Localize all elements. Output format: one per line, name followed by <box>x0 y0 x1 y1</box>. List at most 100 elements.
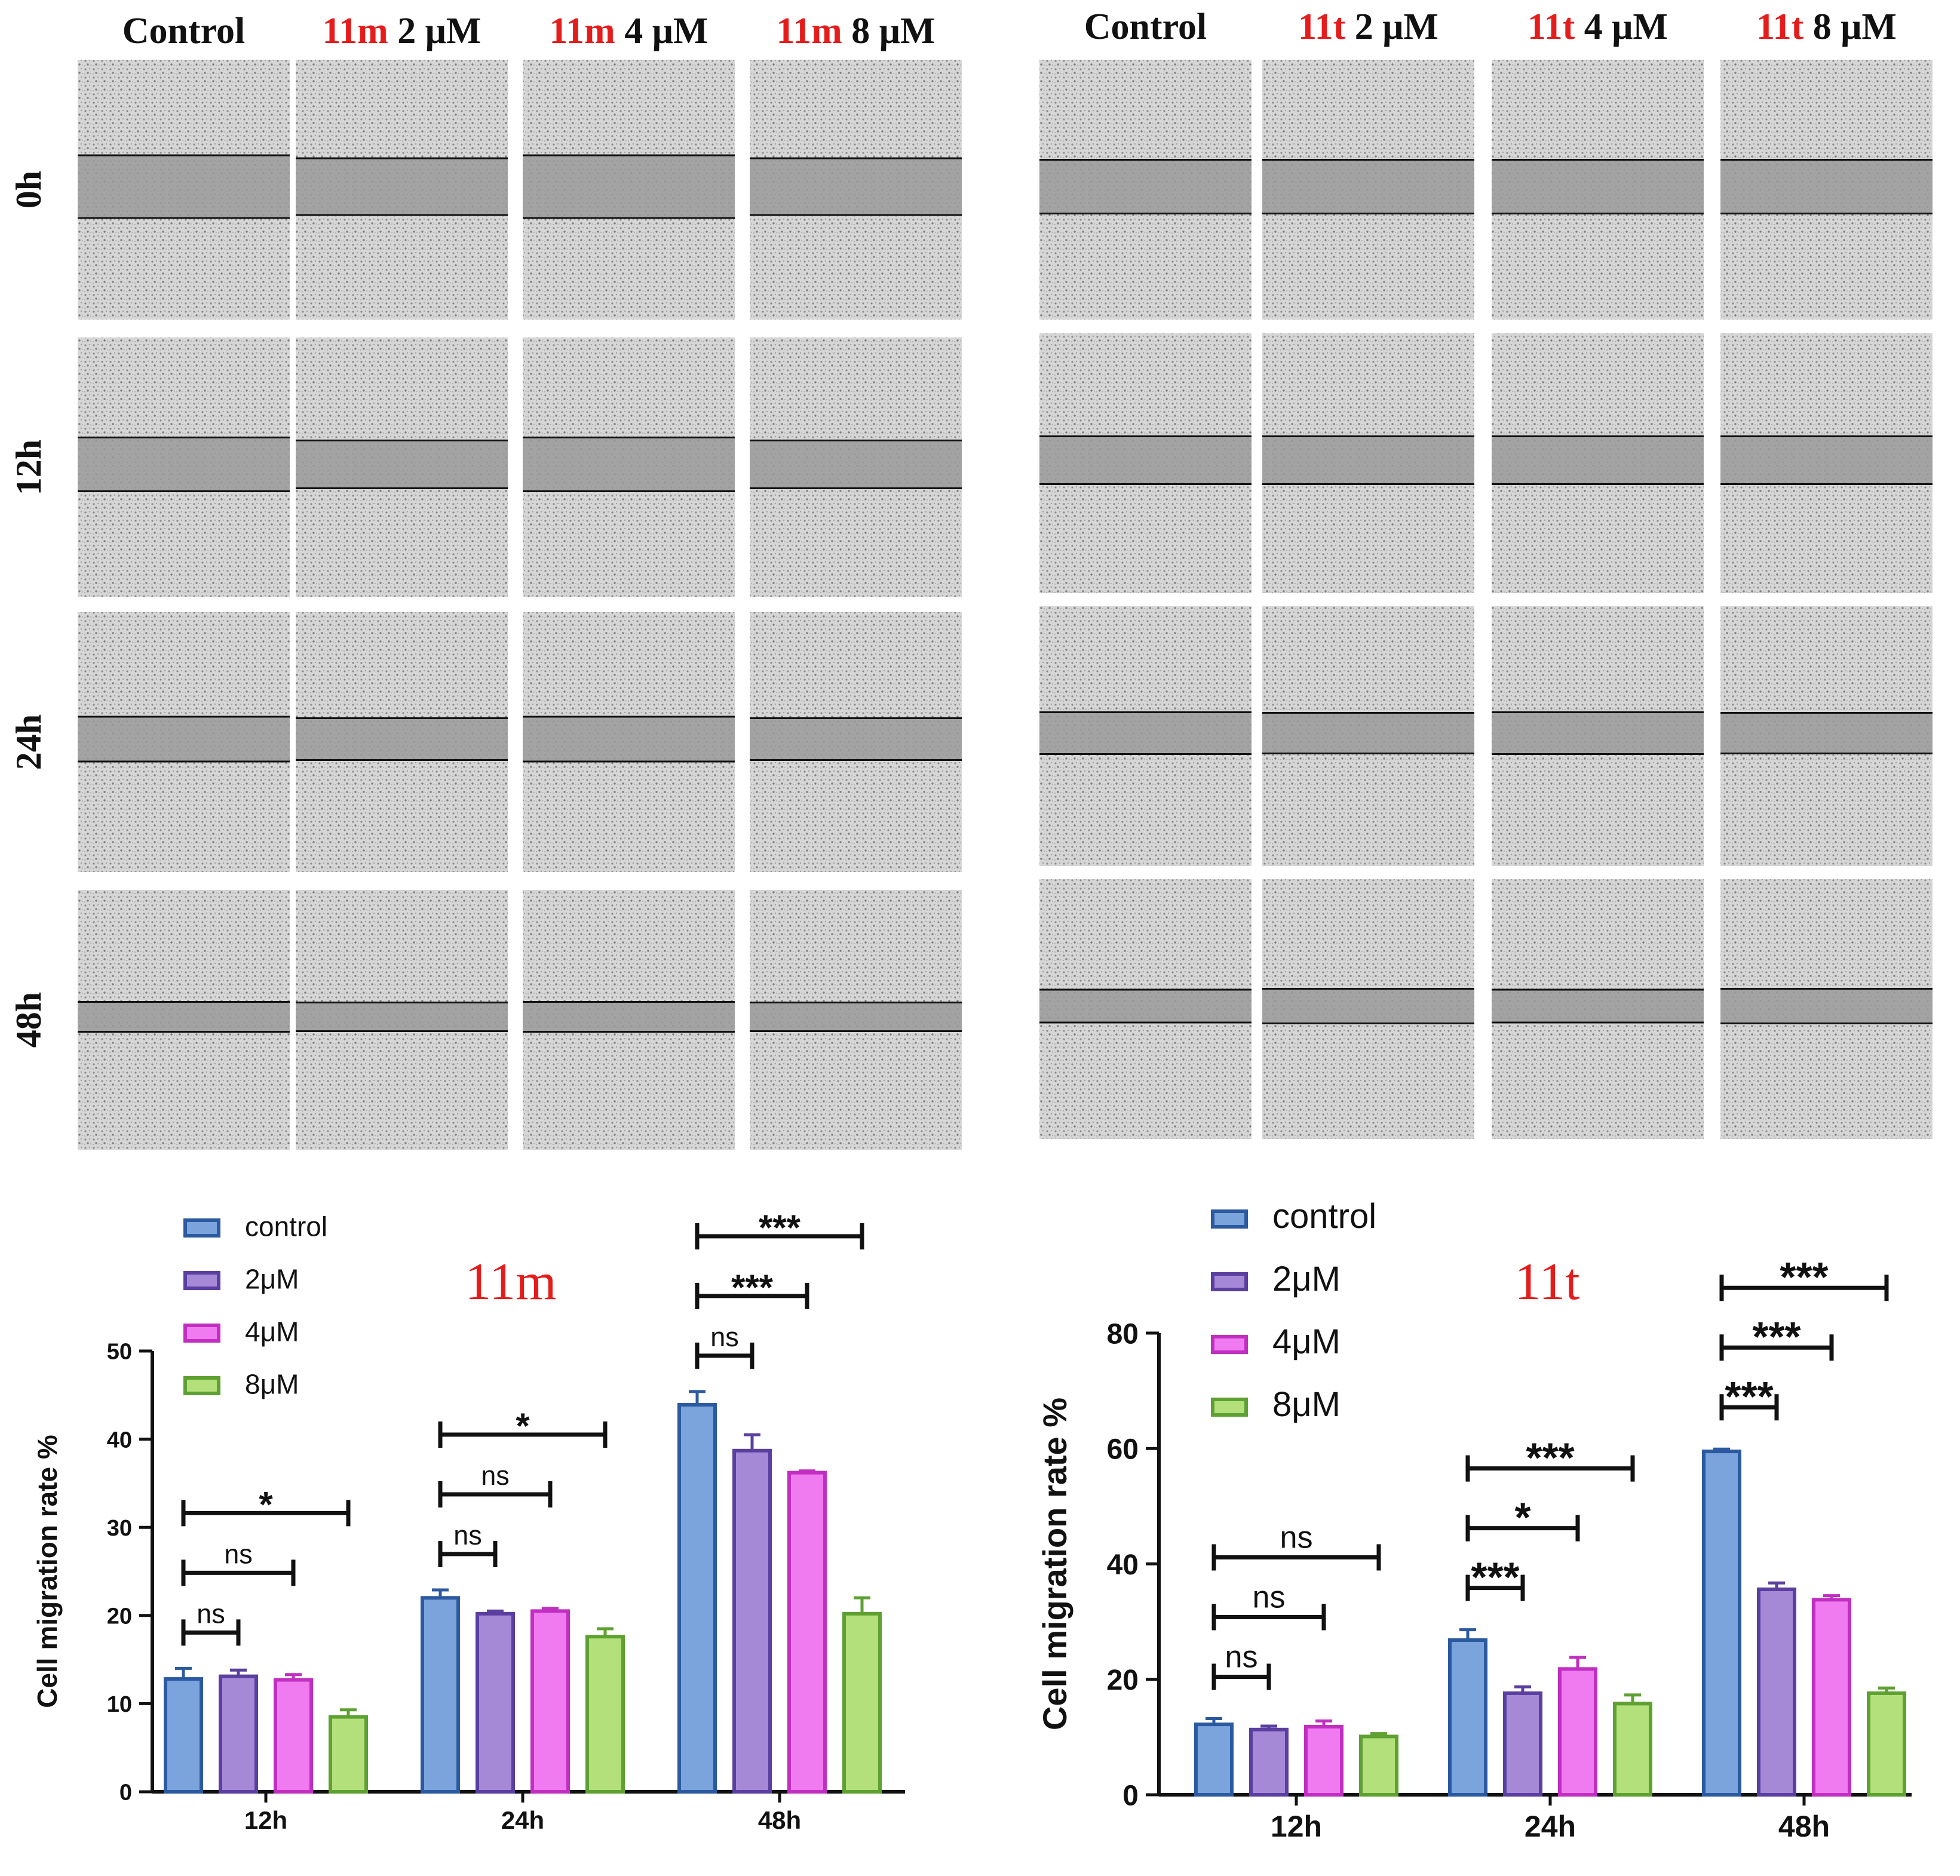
y-tick-label: 40 <box>107 1427 132 1453</box>
legend-label: 8μM <box>1272 1385 1341 1424</box>
y-tick-label: 0 <box>119 1780 132 1806</box>
x-tick-label: 48h <box>758 1806 801 1834</box>
compound-label: 11t <box>1298 7 1346 47</box>
bar-2μM <box>1503 1691 1542 1797</box>
significance-label: * <box>516 1406 530 1446</box>
scratch-wound <box>1492 436 1704 484</box>
row-label: 48h <box>9 992 48 1048</box>
y-tick-label: 80 <box>1107 1318 1139 1350</box>
concentration-label: Control <box>1084 7 1207 47</box>
y-tick-label: 20 <box>1107 1665 1139 1696</box>
significance-label: ns <box>453 1520 482 1550</box>
bar-control <box>1702 1450 1741 1797</box>
significance-label: ns <box>1225 1639 1257 1674</box>
scratch-wound <box>1492 712 1704 754</box>
bar-4μM <box>1304 1724 1344 1797</box>
legend-swatch <box>1211 1335 1248 1354</box>
bar-2μM <box>732 1448 772 1794</box>
column-header: Control <box>1084 7 1207 47</box>
legend-swatch <box>183 1271 220 1290</box>
y-tick-label: 10 <box>107 1692 132 1717</box>
bar-chart-11m: 0 10 20 30 40 50 Cell migration rate % 12h 24h 48… <box>32 1208 905 1834</box>
scratch-wound <box>750 440 962 489</box>
legend-label: 8μM <box>245 1369 299 1400</box>
compound-label: 11t <box>1527 7 1575 47</box>
significance-label: ns <box>481 1460 510 1491</box>
scratch-wound <box>1262 436 1474 484</box>
bar-4μM <box>530 1609 570 1794</box>
scratch-wound <box>1262 988 1474 1024</box>
bar-control <box>421 1596 460 1794</box>
legend-swatch <box>183 1218 220 1238</box>
significance-label: *** <box>1780 1254 1829 1300</box>
legend-label: 4μM <box>245 1316 299 1347</box>
legend-label: control <box>1272 1197 1376 1236</box>
compound-label: 11t <box>1756 7 1804 47</box>
legend-swatch <box>1211 1398 1248 1417</box>
scratch-wound <box>1039 990 1252 1023</box>
concentration-label: 4 μM <box>615 11 708 51</box>
scratch-wound <box>296 1002 508 1031</box>
y-tick-label: 40 <box>1107 1549 1139 1581</box>
bar-8μM <box>1867 1691 1906 1797</box>
scratch-wound <box>1720 436 1933 484</box>
row-label: 24h <box>9 714 48 770</box>
scratch-wound <box>750 158 962 215</box>
y-tick-label: 50 <box>107 1340 132 1365</box>
bar-2μM <box>219 1674 258 1794</box>
bar-8μM <box>585 1635 625 1794</box>
significance-label: *** <box>1471 1554 1520 1601</box>
scratch-wound <box>1492 990 1704 1023</box>
significance-label: *** <box>1752 1313 1801 1360</box>
bar-4μM <box>787 1470 827 1794</box>
x-tick-label: 24h <box>501 1806 544 1834</box>
bar-chart-11t: 0 20 40 60 80 Cell migration rate % 12h 24h 48h c… <box>1036 1197 1912 1843</box>
significance-label: ns <box>224 1539 253 1569</box>
scratch-wound <box>1720 713 1933 754</box>
legend-swatch <box>1211 1209 1248 1229</box>
concentration-label: 4 μM <box>1575 7 1668 47</box>
scratch-wound <box>523 155 735 218</box>
legend-label: 4μM <box>1272 1322 1341 1361</box>
column-header: 11m 4 μM <box>550 11 708 51</box>
bar-8μM <box>329 1715 368 1794</box>
column-header: 11t 4 μM <box>1527 7 1668 47</box>
chart-compound-title: 11m <box>465 1253 556 1311</box>
bar-charts: 0 10 20 30 40 50 Cell migration rate % 12h 24h 48… <box>32 1197 1912 1843</box>
micrograph-grid-2: Control 11t 2 μM 11t 4 μM 11t 8 μM <box>1039 7 1933 1139</box>
significance-label: ns <box>710 1322 739 1352</box>
micrograph-grid-1: Control 11m 2 μM 11m 4 μM 11m 8 μM0h12h24h4… <box>9 11 962 1150</box>
column-header: 11m 8 μM <box>777 11 935 51</box>
x-tick-label: 12h <box>244 1806 287 1834</box>
significance-label: ns <box>197 1598 225 1629</box>
bar-2μM <box>476 1611 515 1794</box>
significance-label: ns <box>1280 1520 1312 1555</box>
scratch-wound <box>296 718 508 760</box>
bar-8μM <box>842 1611 882 1794</box>
scratch-wound <box>750 718 962 760</box>
scratch-wound <box>1720 159 1933 214</box>
bar-control <box>1194 1723 1234 1797</box>
column-header: 11t 8 μM <box>1756 7 1897 47</box>
significance-label: *** <box>731 1267 774 1307</box>
scratch-wound <box>78 437 290 492</box>
scratch-wound <box>1720 988 1933 1024</box>
y-tick-label: 30 <box>107 1516 132 1541</box>
scratch-wound <box>296 158 508 215</box>
scratch-wound <box>1039 436 1252 484</box>
legend-label: 2μM <box>245 1264 299 1295</box>
y-tick-label: 20 <box>107 1604 132 1629</box>
scratch-wound <box>1492 159 1704 214</box>
scratch-wound <box>78 717 290 762</box>
compound-label: 11m <box>323 11 388 51</box>
compound-label: 11m <box>777 11 842 51</box>
scratch-wound <box>1262 713 1474 754</box>
y-tick-label: 0 <box>1122 1780 1139 1811</box>
compound-label: 11m <box>550 11 615 51</box>
scratch-wound <box>1039 159 1252 214</box>
micrograph-panels: Control 11m 2 μM 11m 4 μM 11m 8 μM0h12h24h4… <box>9 7 1933 1150</box>
scratch-wound <box>1039 712 1252 754</box>
column-header: Control <box>122 11 246 51</box>
significance-label: ns <box>1252 1580 1285 1614</box>
concentration-label: 2 μM <box>1345 7 1438 47</box>
